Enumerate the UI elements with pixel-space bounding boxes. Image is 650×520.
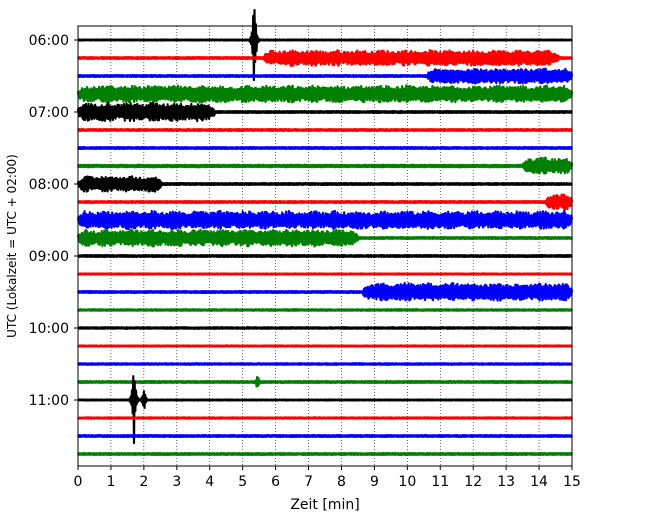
y-tick-label: 10:00 xyxy=(29,321,69,337)
trace-1045 xyxy=(77,375,573,388)
trace-0600 xyxy=(77,9,573,82)
trace-0615 xyxy=(77,48,573,67)
trace-0745 xyxy=(76,156,574,175)
trace-0715 xyxy=(77,128,573,132)
x-axis-ticks: 0 1 2 3 4 5 6 7 8 9 10 11 12 13 14 15 xyxy=(74,466,581,490)
y-axis-label: UTC (Lokalzeit = UTC + 02:00) xyxy=(5,154,19,338)
x-tick-label: 15 xyxy=(563,474,581,490)
x-tick-label: 5 xyxy=(238,474,247,490)
trace-1000 xyxy=(77,326,573,330)
trace-1115 xyxy=(77,416,573,420)
trace-0800 xyxy=(76,175,573,193)
x-tick-label: 12 xyxy=(464,474,482,490)
y-tick-label: 09:00 xyxy=(29,249,69,265)
trace-0930 xyxy=(76,281,574,302)
trace-lines xyxy=(76,9,574,456)
x-tick-label: 6 xyxy=(271,474,280,490)
y-tick-label: 06:00 xyxy=(29,33,69,49)
x-tick-label: 2 xyxy=(139,474,148,490)
y-axis-ticks: 06:00 07:00 08:00 09:00 10:00 11:00 xyxy=(29,33,78,409)
x-tick-label: 11 xyxy=(431,474,449,490)
trace-0700 xyxy=(76,101,573,123)
vertical-grid xyxy=(110,26,540,466)
trace-1015 xyxy=(77,344,573,348)
y-tick-label: 11:00 xyxy=(29,393,69,409)
x-tick-label: 13 xyxy=(497,474,515,490)
x-tick-label: 8 xyxy=(337,474,346,490)
x-axis-label: Zeit [min] xyxy=(290,497,359,513)
trace-0645 xyxy=(76,84,574,104)
trace-0900 xyxy=(77,254,573,258)
x-tick-label: 7 xyxy=(304,474,313,490)
trace-1030 xyxy=(77,362,573,366)
trace-0915 xyxy=(77,272,573,276)
trace-0630 xyxy=(77,67,574,85)
x-tick-label: 9 xyxy=(370,474,379,490)
trace-0845 xyxy=(76,228,574,248)
trace-0815 xyxy=(77,193,574,212)
trace-0830 xyxy=(76,209,574,231)
x-tick-label: 3 xyxy=(172,474,181,490)
trace-0730 xyxy=(76,146,574,150)
x-tick-label: 4 xyxy=(205,474,214,490)
x-tick-label: 14 xyxy=(530,474,548,490)
y-tick-label: 08:00 xyxy=(29,177,69,193)
y-tick-label: 07:00 xyxy=(29,105,69,121)
x-tick-label: 10 xyxy=(398,474,416,490)
axes-frame xyxy=(77,25,573,467)
x-tick-label: 0 xyxy=(74,474,83,490)
trace-0945 xyxy=(77,308,573,312)
x-tick-label: 1 xyxy=(106,474,115,490)
trace-1130 xyxy=(77,434,573,438)
trace-1100 xyxy=(77,375,573,445)
trace-1145 xyxy=(77,452,573,456)
